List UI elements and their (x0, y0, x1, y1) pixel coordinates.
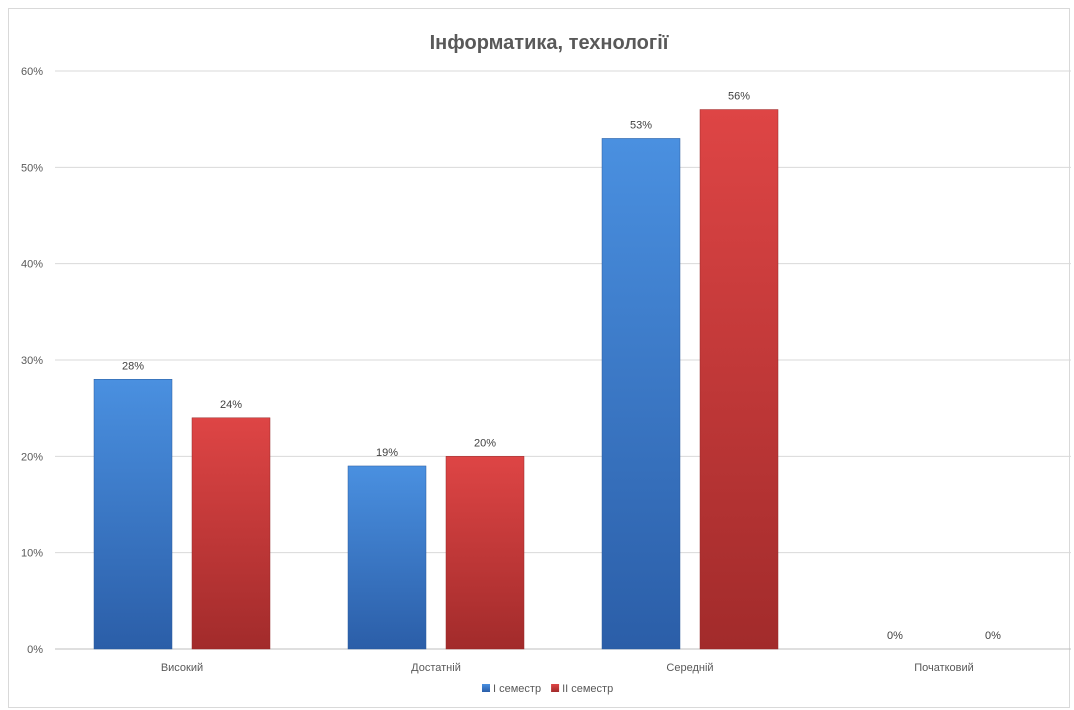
legend-swatch (482, 684, 490, 692)
y-tick-label: 40% (21, 259, 43, 271)
bar-semester-2 (445, 456, 525, 650)
data-label: 19% (376, 447, 398, 459)
data-label: 20% (474, 437, 496, 449)
data-label: 0% (887, 630, 903, 642)
y-tick-label: 20% (21, 451, 43, 463)
legend-swatch (551, 684, 560, 692)
data-label: 53% (630, 119, 652, 131)
x-category-label: Високий (161, 662, 203, 674)
y-tick-label: 60% (21, 66, 43, 78)
y-axis-ticks: 0% 10% 20% 30% 40% 50% 60% (21, 66, 43, 656)
x-category-label: Достатній (411, 662, 461, 674)
data-label: 56% (728, 91, 750, 103)
bar-semester-1 (347, 465, 427, 650)
bar-semester-1 (601, 138, 681, 650)
y-tick-label: 30% (21, 355, 43, 367)
y-tick-label: 10% (21, 548, 43, 560)
data-labels: 28% 24% 19% 20% 53% 56% 0% 0% (122, 91, 1001, 642)
bar-semester-2 (191, 417, 271, 650)
legend-entry: ІІ семестр (562, 683, 613, 695)
chart-title: Інформатика, технології (430, 32, 669, 54)
bar-semester-1 (93, 379, 173, 650)
bar-semester-2 (699, 109, 779, 650)
legend-entry: І семестр (493, 683, 541, 695)
x-category-label: Середній (666, 662, 713, 674)
bar-chart: Інформатика, технології 0% 10% 20% 30% 40% 50… (21, 32, 1071, 695)
x-category-label: Початковий (914, 662, 974, 674)
data-label: 28% (122, 360, 144, 372)
bars (93, 109, 779, 650)
data-label: 24% (220, 399, 242, 411)
data-label: 0% (985, 630, 1001, 642)
y-tick-label: 50% (21, 162, 43, 174)
legend: І семестр ІІ семестр (482, 683, 613, 695)
x-axis-categories: Високий Достатній Середній Початковий (161, 662, 974, 674)
y-tick-label: 0% (27, 644, 43, 656)
chart-container: Інформатика, технології 0% 10% 20% 30% 40% 50… (8, 8, 1071, 708)
